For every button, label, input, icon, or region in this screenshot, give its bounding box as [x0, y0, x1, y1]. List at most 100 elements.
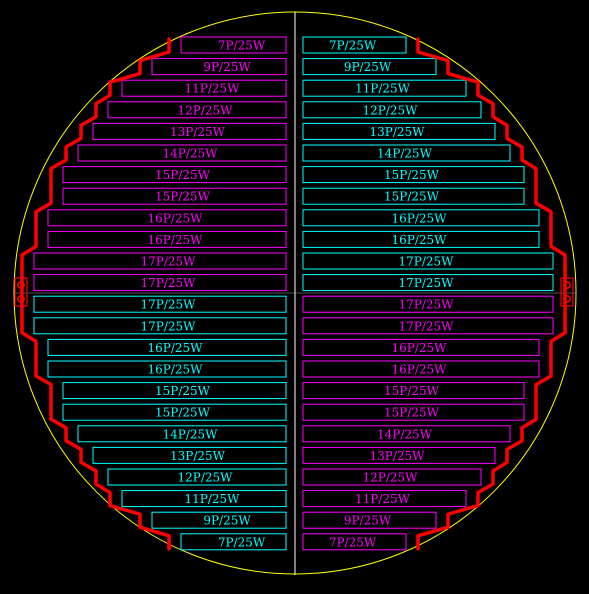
left-string-row: 16P/25W	[47, 338, 287, 356]
string-label: 15P/25W	[384, 384, 440, 398]
string-label: 13P/25W	[370, 449, 426, 463]
string-label: 9P/25W	[344, 60, 392, 74]
edge-connector-frame	[14, 277, 28, 307]
left-string-row: 11P/25W	[121, 79, 287, 97]
right-string-row: 17P/25W	[302, 317, 554, 335]
string-label: 17P/25W	[141, 276, 197, 290]
string-label: 17P/25W	[141, 298, 197, 312]
string-box	[151, 58, 287, 76]
left-string-row: 17P/25W	[33, 295, 287, 313]
string-box	[302, 209, 540, 227]
string-box	[302, 446, 496, 464]
string-label: 15P/25W	[384, 190, 440, 204]
string-box	[33, 252, 287, 270]
right-string-row: 15P/25W	[302, 382, 525, 400]
right-string-row: 12P/25W	[302, 468, 482, 486]
right-string-row: 7P/25W	[302, 36, 407, 54]
string-box	[302, 490, 467, 508]
string-box	[302, 295, 554, 313]
string-label: 16P/25W	[148, 341, 204, 355]
string-label: 14P/25W	[377, 147, 433, 161]
string-label: 11P/25W	[185, 492, 241, 506]
right-string-row: 7P/25W	[302, 533, 407, 551]
string-box	[47, 209, 287, 227]
string-label: 13P/25W	[170, 125, 226, 139]
string-box	[107, 468, 287, 486]
string-box	[302, 166, 525, 184]
left-string-row: 16P/25W	[47, 230, 287, 248]
string-label: 16P/25W	[392, 233, 448, 247]
string-label: 15P/25W	[155, 190, 211, 204]
string-label: 17P/25W	[399, 298, 455, 312]
string-label: 7P/25W	[218, 39, 266, 53]
right-string-row: 16P/25W	[302, 360, 540, 378]
string-label: 16P/25W	[392, 363, 448, 377]
string-label: 17P/25W	[141, 255, 197, 269]
string-label: 16P/25W	[148, 211, 204, 225]
string-box	[302, 317, 554, 335]
left-string-row: 15P/25W	[62, 187, 287, 205]
string-box	[33, 295, 287, 313]
string-box	[302, 425, 511, 443]
string-label: 12P/25W	[363, 471, 419, 485]
right-string-row: 11P/25W	[302, 490, 467, 508]
right-string-row: 15P/25W	[302, 403, 525, 421]
string-label: 12P/25W	[178, 103, 234, 117]
string-label: 9P/25W	[203, 60, 251, 74]
string-label: 14P/25W	[163, 147, 219, 161]
right-string-row: 12P/25W	[302, 101, 482, 119]
string-label: 14P/25W	[163, 427, 219, 441]
string-label: 9P/25W	[203, 514, 251, 528]
string-label: 17P/25W	[399, 255, 455, 269]
string-box	[47, 338, 287, 356]
right-string-row: 9P/25W	[302, 58, 437, 76]
string-label: 11P/25W	[185, 82, 241, 96]
string-label: 16P/25W	[148, 363, 204, 377]
string-label: 15P/25W	[155, 168, 211, 182]
left-string-row: 17P/25W	[33, 274, 287, 292]
right-string-row: 16P/25W	[302, 209, 540, 227]
string-label: 17P/25W	[399, 319, 455, 333]
string-box	[302, 533, 407, 551]
right-string-row: 13P/25W	[302, 446, 496, 464]
right-string-row: 13P/25W	[302, 122, 496, 140]
string-box	[33, 274, 287, 292]
left-string-row: 16P/25W	[47, 360, 287, 378]
string-label: 17P/25W	[141, 319, 197, 333]
string-box	[302, 144, 511, 162]
string-label: 9P/25W	[344, 514, 392, 528]
string-box	[151, 511, 287, 529]
edge-connector-symbol	[563, 295, 571, 303]
string-box	[92, 446, 287, 464]
string-box	[121, 490, 287, 508]
string-label: 15P/25W	[384, 168, 440, 182]
right-string-row: 9P/25W	[302, 511, 437, 529]
string-label: 12P/25W	[363, 103, 419, 117]
string-box	[77, 144, 287, 162]
string-label: 13P/25W	[170, 449, 226, 463]
left-tray-edge-line	[20, 37, 172, 551]
string-label: 14P/25W	[377, 427, 433, 441]
left-string-row: 13P/25W	[92, 446, 287, 464]
string-label: 7P/25W	[329, 39, 377, 53]
string-label: 16P/25W	[392, 211, 448, 225]
string-label: 15P/25W	[155, 406, 211, 420]
right-string-row: 17P/25W	[302, 274, 554, 292]
right-string-row: 17P/25W	[302, 252, 554, 270]
right-string-row: 14P/25W	[302, 144, 511, 162]
string-label: 17P/25W	[399, 276, 455, 290]
string-box	[302, 101, 482, 119]
right-string-row: 15P/25W	[302, 187, 525, 205]
right-string-row: 15P/25W	[302, 166, 525, 184]
string-label: 15P/25W	[155, 384, 211, 398]
string-label: 7P/25W	[329, 535, 377, 549]
string-label: 15P/25W	[384, 406, 440, 420]
string-box	[302, 122, 496, 140]
string-box	[47, 360, 287, 378]
string-box	[62, 382, 287, 400]
string-box	[302, 468, 482, 486]
right-string-row: 14P/25W	[302, 425, 511, 443]
edge-connector-symbol	[17, 281, 25, 289]
edge-connector-frame	[560, 277, 574, 307]
